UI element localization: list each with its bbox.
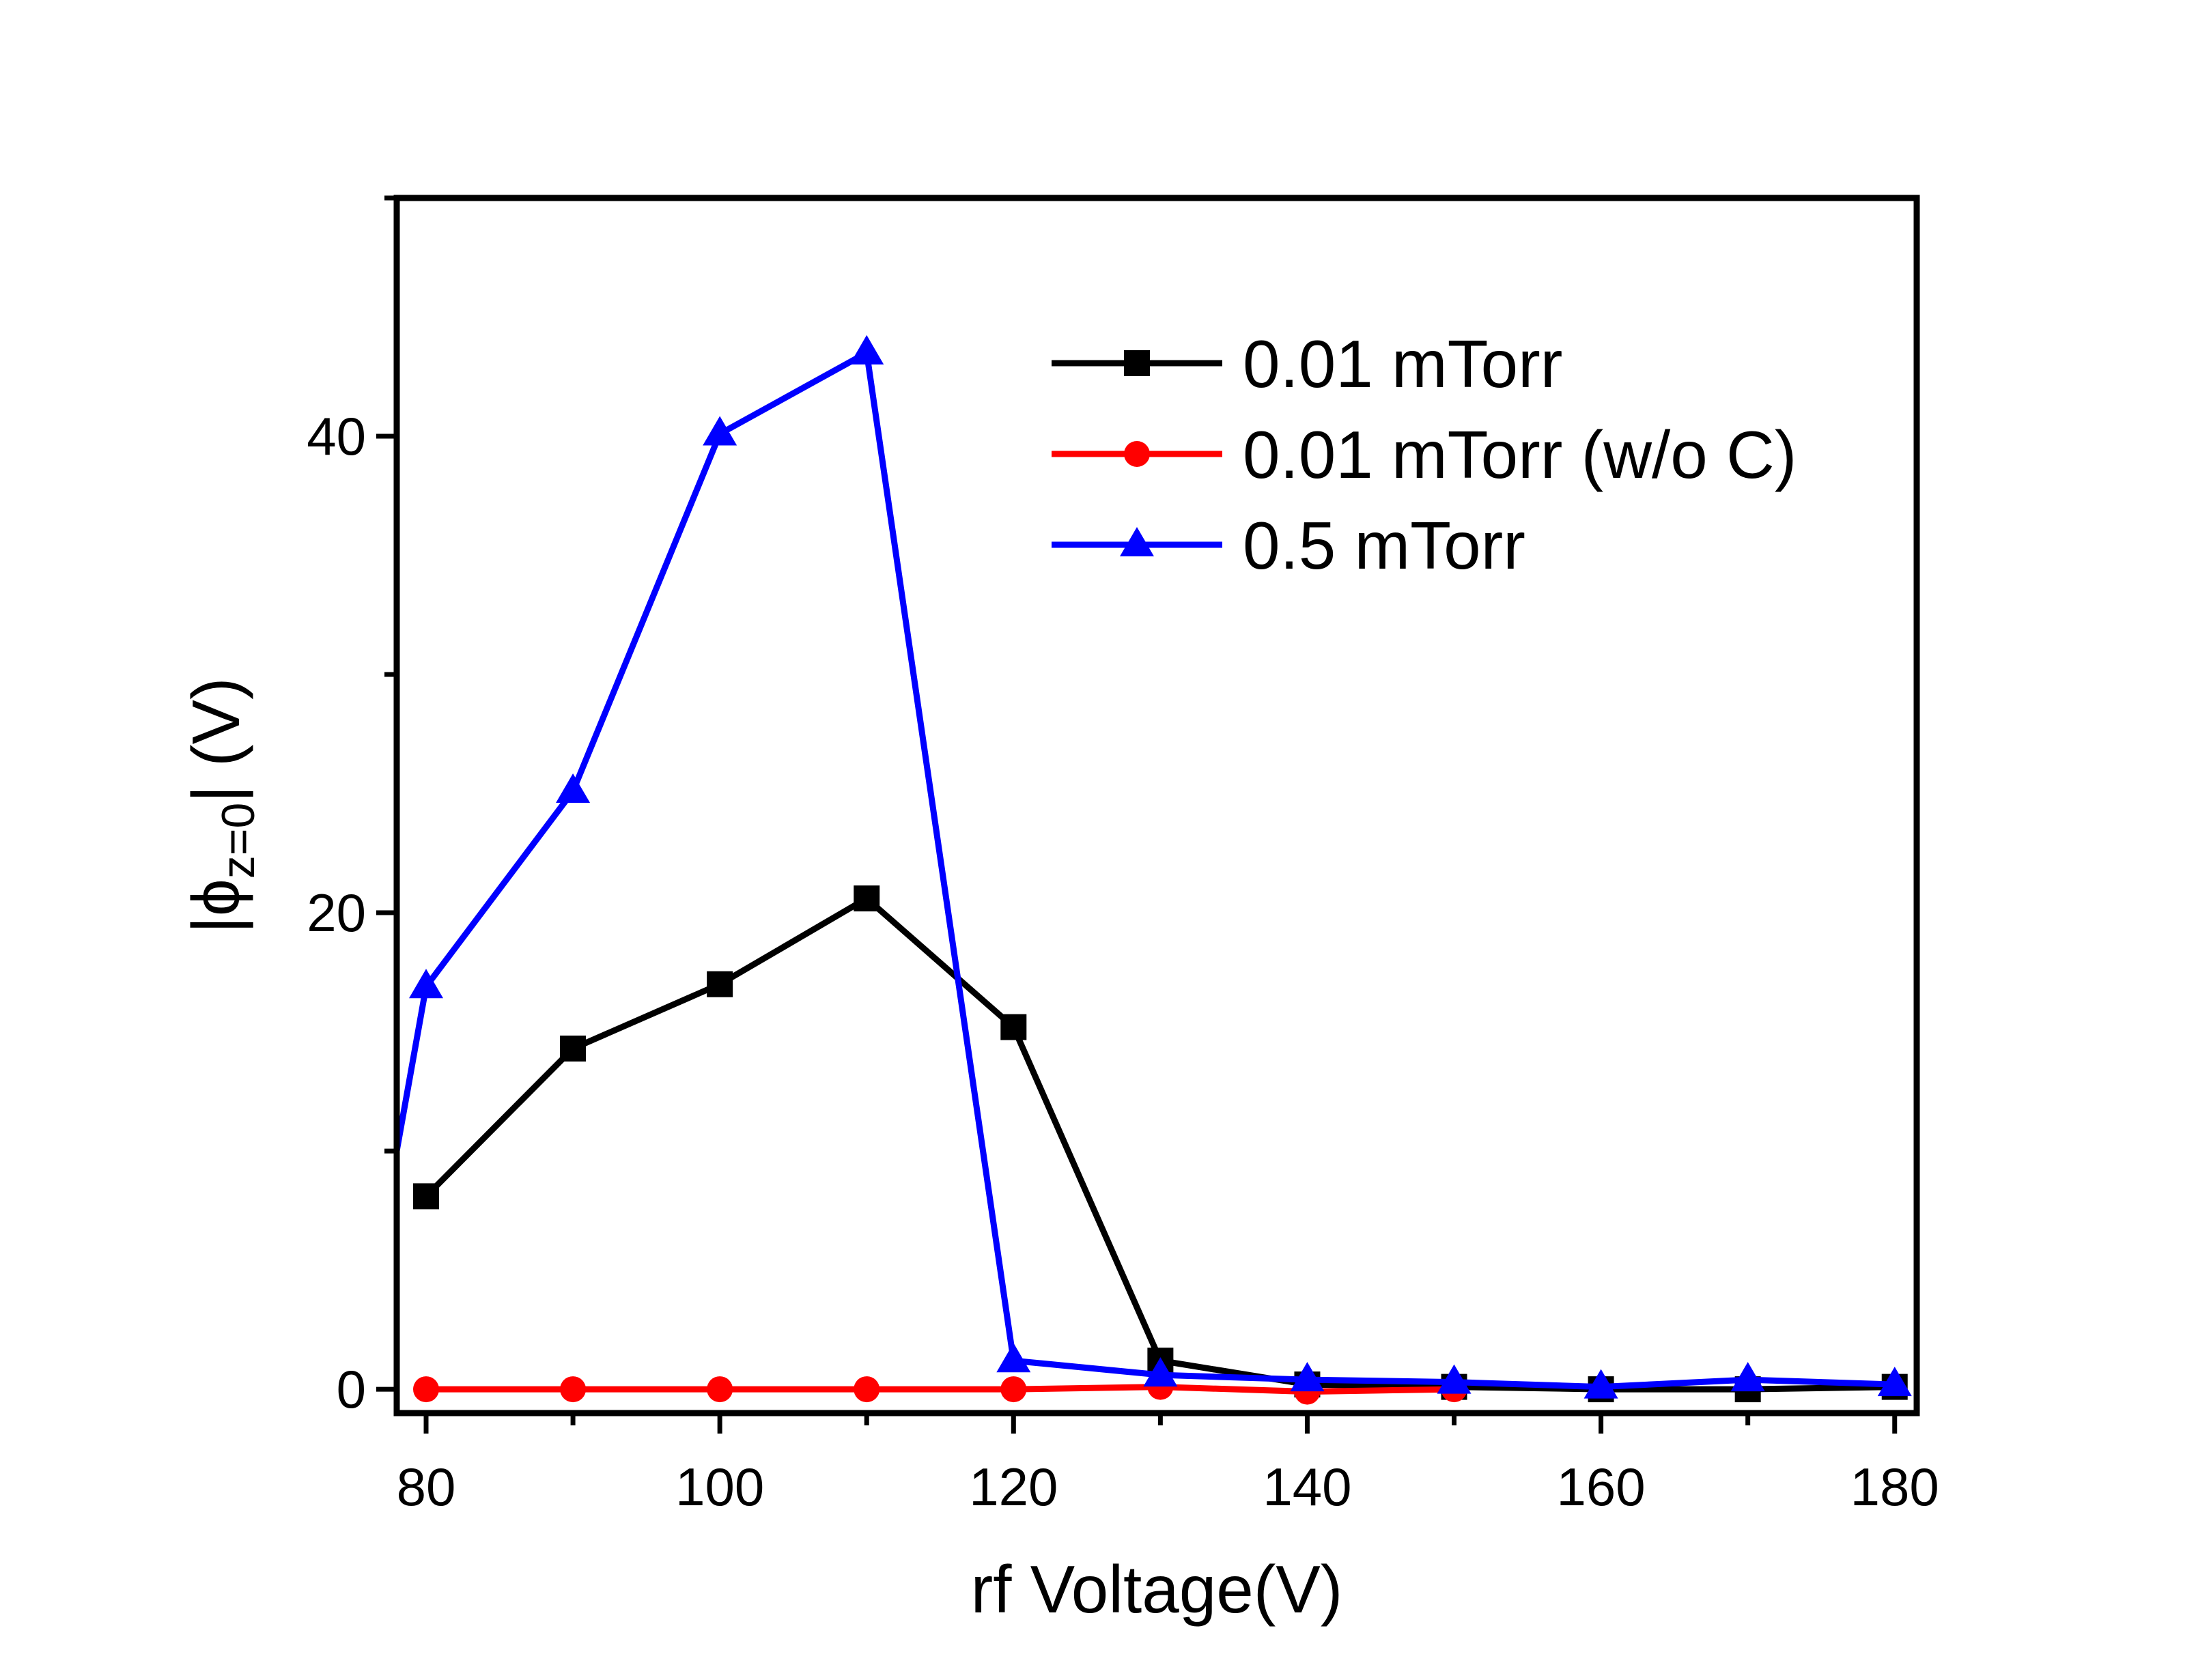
legend-label: 0.01 mTorr (w/o C) (1243, 417, 1797, 492)
data-point-0-01-mtorr (854, 885, 880, 912)
legend-label: 0.01 mTorr (1243, 326, 1562, 401)
y-tick-label: 40 (307, 406, 366, 466)
legend-marker (1124, 441, 1150, 467)
ticks-layer: 80 100 120 140 160 180 0 20 40 (307, 195, 1939, 1517)
data-point-0-5-mtorr (996, 1343, 1031, 1373)
series-layer (397, 334, 1912, 1405)
legend-marker (1120, 527, 1154, 556)
data-point-0-01-mtorr (560, 1036, 587, 1062)
y-axis-title: |ϕz=0| (V) (178, 677, 264, 933)
data-point-0-01-mtorr-w-o-c- (1000, 1376, 1027, 1403)
y-axis-title-subscript: z=0 (212, 803, 264, 879)
series-line-0-01-mtorr (423, 895, 1895, 1393)
data-point-0-5-mtorr (849, 334, 884, 365)
x-tick-label: 160 (1557, 1457, 1646, 1517)
data-point-0-5-mtorr (1877, 1367, 1912, 1397)
data-point-0-5-mtorr (1290, 1362, 1325, 1392)
x-axis-title: rf Voltage(V) (971, 1552, 1343, 1627)
x-tick-label: 140 (1263, 1457, 1351, 1517)
legend-marker (1124, 350, 1150, 376)
x-tick-label: 180 (1850, 1457, 1939, 1517)
x-tick-label: 100 (675, 1457, 764, 1517)
y-tick-label: 20 (307, 883, 366, 943)
data-point-0-01-mtorr (1000, 1014, 1027, 1040)
data-point-0-01-mtorr-w-o-c- (560, 1376, 587, 1403)
data-point-0-01-mtorr-w-o-c- (413, 1376, 440, 1403)
x-tick-label: 120 (969, 1457, 1058, 1517)
data-point-0-5-mtorr (1437, 1364, 1472, 1394)
plot-frame (393, 195, 1920, 1416)
data-point-0-01-mtorr (707, 971, 733, 997)
legend-item-0-01-mtorr-w-o-c-: 0.01 mTorr (w/o C) (1052, 417, 1797, 492)
data-point-0-5-mtorr (1730, 1362, 1765, 1392)
data-point-0-5-mtorr (556, 773, 591, 803)
data-point-0-5-mtorr (1143, 1357, 1178, 1387)
y-tick-label: 0 (337, 1359, 366, 1419)
data-point-0-01-mtorr-w-o-c- (854, 1376, 880, 1403)
data-point-0-5-mtorr (703, 416, 737, 446)
data-point-0-01-mtorr (413, 1183, 440, 1210)
legend-item-0-01-mtorr: 0.01 mTorr (1052, 326, 1562, 401)
legend-item-0-5-mtorr: 0.5 mTorr (1052, 508, 1525, 583)
data-point-0-5-mtorr (409, 969, 444, 999)
y-axis-title-suffix: | (V) (178, 677, 253, 802)
series-line-0-5-mtorr (397, 350, 1895, 1391)
y-axis-title-prefix: |ϕ (178, 879, 253, 933)
series-line-0-01-mtorr-w-o-c- (426, 1384, 1454, 1395)
legend: 0.01 mTorr 0.01 mTorr (w/o C) 0.5 mTorr (1052, 326, 1797, 583)
data-point-0-01-mtorr-w-o-c- (707, 1376, 733, 1403)
x-tick-label: 80 (397, 1457, 456, 1517)
legend-label: 0.5 mTorr (1243, 508, 1525, 583)
data-point-0-5-mtorr (1583, 1369, 1618, 1399)
